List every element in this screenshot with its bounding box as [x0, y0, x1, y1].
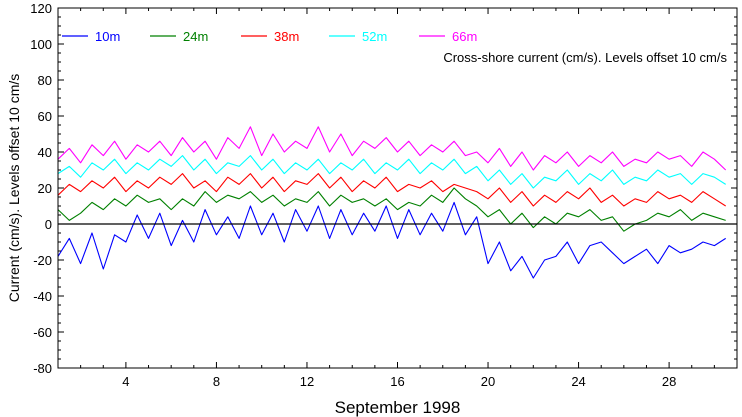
y-tick-label: 40 [38, 145, 52, 160]
legend-label-38m: 38m [274, 29, 299, 44]
x-tick-label: 16 [390, 374, 404, 389]
legend-label-24m: 24m [183, 29, 208, 44]
y-tick-label: -80 [33, 361, 52, 376]
series-layer [57, 126, 727, 279]
series-line-10m [57, 201, 726, 279]
x-tick-label: 8 [213, 374, 220, 389]
x-tick-label: 24 [571, 374, 585, 389]
y-tick-label: 0 [45, 217, 52, 232]
legend: 10m 24m 38m 52m 66m [62, 29, 477, 44]
chart-note: Cross-shore current (cm/s). Levels offse… [443, 50, 727, 65]
x-tick-label: 4 [122, 374, 129, 389]
series-line-66m [57, 126, 727, 171]
series-line-52m [57, 155, 726, 189]
x-tick-label: 20 [481, 374, 495, 389]
axes-layer: -80 -60 -40 -20 0 20 40 60 80 100 120 4 8 12 16 20 24 28 [30, 1, 738, 389]
plot-frame [57, 7, 738, 369]
x-tick-label: 28 [662, 374, 676, 389]
legend-label-66m: 66m [452, 29, 477, 44]
y-tick-label: 60 [38, 109, 52, 124]
legend-label-52m: 52m [362, 29, 387, 44]
y-tick-label: 100 [30, 37, 52, 52]
y-tick-label: -40 [33, 289, 52, 304]
series-line-38m [57, 173, 726, 207]
series-line-24m [57, 187, 726, 232]
x-axis-title: September 1998 [335, 398, 461, 417]
y-axis-title: Current (cm/s). Levels offset 10 cm/s [6, 74, 22, 302]
legend-label-10m: 10m [95, 29, 120, 44]
x-tick-label: 12 [300, 374, 314, 389]
y-tick-label: 20 [38, 181, 52, 196]
y-tick-label: 120 [30, 1, 52, 16]
y-tick-label: -60 [33, 325, 52, 340]
y-tick-label: -20 [33, 253, 52, 268]
y-tick-label: 80 [38, 73, 52, 88]
